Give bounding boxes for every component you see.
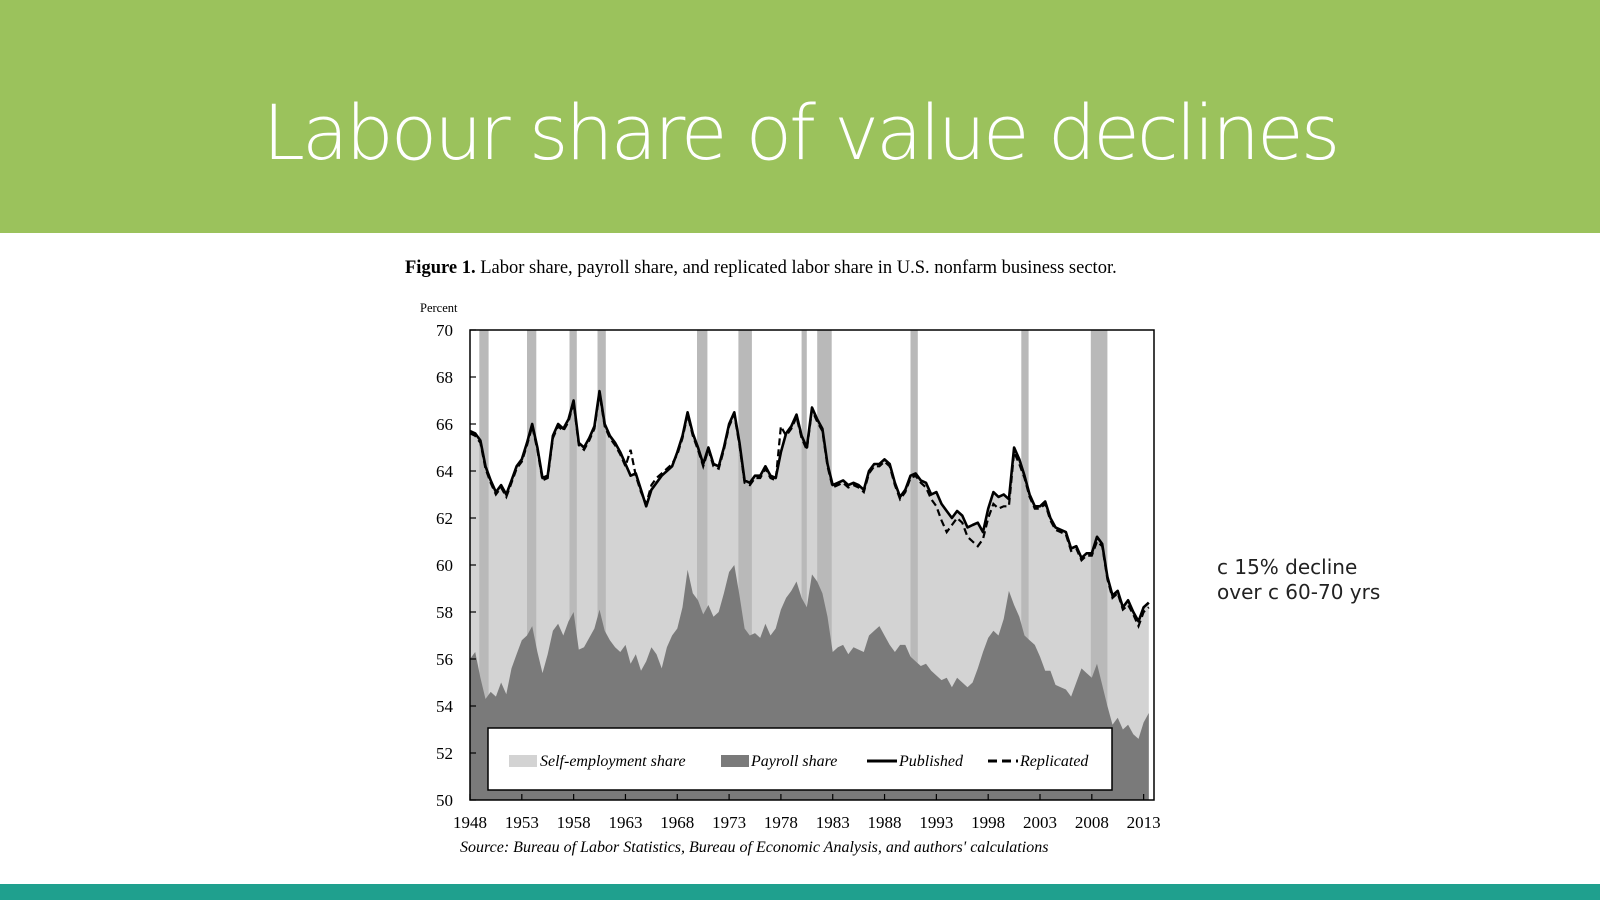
replicated-line (469, 393, 1150, 630)
legend-swatch-payroll (721, 755, 749, 767)
x-tick-label: 1983 (816, 813, 850, 832)
x-tick-label: 1978 (764, 813, 798, 832)
x-tick-label: 1993 (919, 813, 953, 832)
x-tick-label: 1953 (505, 813, 539, 832)
legend-label-published: Published (898, 753, 964, 770)
x-tick-label: 1948 (453, 813, 487, 832)
recession-bar (910, 330, 918, 800)
slide-title: Labour share of value declines (262, 88, 1341, 177)
legend-label-self-employment: Self-employment share (540, 753, 686, 770)
y-tick-label: 70 (436, 321, 453, 340)
figure-caption: Figure 1. Labor share, payroll share, an… (405, 258, 1117, 279)
y-tick-label: 60 (436, 556, 453, 575)
chart-source: Source: Bureau of Labor Statistics, Bure… (460, 839, 1048, 856)
title-banner (0, 0, 1600, 233)
footer-bar (0, 884, 1600, 900)
y-axis-label: Percent (420, 301, 458, 315)
recession-bar (479, 330, 489, 800)
y-tick-label: 66 (436, 415, 453, 434)
legend-label-replicated: Replicated (1019, 753, 1089, 770)
recession-bar (527, 330, 537, 800)
recession-bar (801, 330, 807, 800)
x-tick-label: 1963 (608, 813, 642, 832)
x-tick-label: 2013 (1127, 813, 1161, 832)
y-tick-label: 56 (436, 650, 453, 669)
annotation-line-1: c 15% decline (1217, 555, 1358, 579)
y-tick-label: 68 (436, 368, 453, 387)
x-tick-label: 2008 (1075, 813, 1109, 832)
recession-bar (1021, 330, 1029, 800)
annotation-line-2: over c 60-70 yrs (1217, 580, 1381, 604)
figure-caption-label: Figure 1. (405, 258, 476, 278)
y-tick-label: 50 (436, 791, 453, 810)
published-line (469, 389, 1150, 623)
figure-caption-text: Labor share, payroll share, and replicat… (480, 258, 1117, 278)
x-tick-label: 1988 (868, 813, 902, 832)
legend-swatch-self-employment (509, 755, 537, 767)
recession-bar (569, 330, 577, 800)
axes: 50 52 54 56 58 60 62 64 66 68 70 1948 1953 1958 1963 19… (436, 321, 1161, 832)
y-tick-label: 54 (436, 697, 454, 716)
x-tick-label: 1968 (660, 813, 694, 832)
x-tick-label: 1958 (557, 813, 591, 832)
recession-bar (597, 330, 606, 800)
y-tick-label: 52 (436, 744, 453, 763)
y-tick-label: 58 (436, 603, 453, 622)
y-tick-label: 62 (436, 509, 453, 528)
legend-label-payroll: Payroll share (750, 753, 837, 770)
annotation-note: c 15% decline over c 60-70 yrs (1217, 555, 1380, 605)
x-tick-label: 1998 (971, 813, 1005, 832)
recession-bar (697, 330, 708, 800)
y-tick-label: 64 (436, 462, 454, 481)
x-tick-label: 2003 (1023, 813, 1057, 832)
x-tick-label: 1973 (712, 813, 746, 832)
legend-box (487, 727, 1113, 791)
